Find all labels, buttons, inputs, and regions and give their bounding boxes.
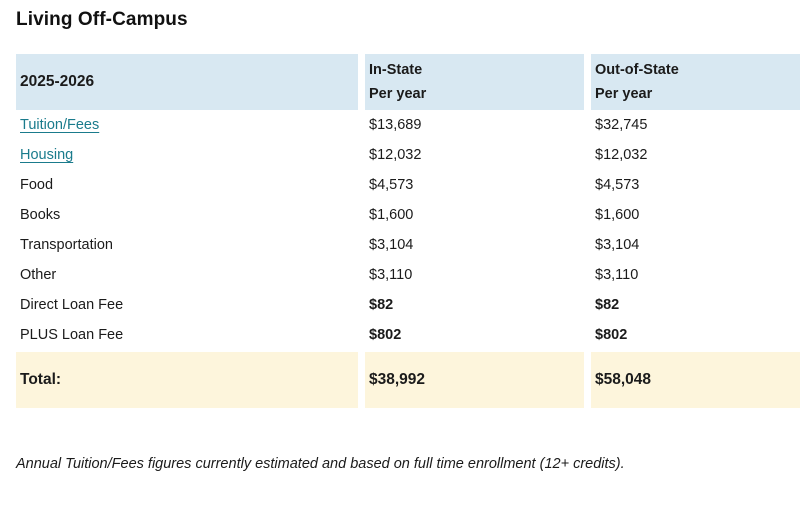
in-state-value: $4,573 [365,170,584,200]
out-of-state-value: $82 [591,290,800,320]
header-year-cell: 2025-2026 [16,54,358,110]
out-of-state-value: $802 [591,320,800,350]
out-of-state-value: $12,032 [591,140,800,170]
row-label: PLUS Loan Fee [16,320,358,350]
total-out-of-state-value: $58,048 [591,352,800,408]
row-label: Books [16,200,358,230]
out-of-state-value: $1,600 [591,200,800,230]
table-row: Food $4,573 $4,573 [16,170,800,200]
out-of-state-value: $32,745 [591,110,800,140]
table-row: Direct Loan Fee $82 $82 [16,290,800,320]
in-state-value: $12,032 [365,140,584,170]
total-label: Total: [16,352,358,408]
header-in-state-label: In-State [369,62,423,78]
out-of-state-value: $3,110 [591,260,800,290]
cost-table: 2025-2026 In-State Per year Out-of-State… [16,54,800,408]
housing-link[interactable]: Housing [20,147,74,163]
header-out-of-state-sublabel: Per year [595,86,653,102]
in-state-value: $82 [365,290,584,320]
header-in-state-sublabel: Per year [369,86,427,102]
row-label-cell: Housing [16,140,358,170]
row-label: Food [16,170,358,200]
row-label: Direct Loan Fee [16,290,358,320]
header-year-label: 2025-2026 [20,73,95,90]
table-row: Tuition/Fees $13,689 $32,745 [16,110,800,140]
header-in-state-cell: In-State Per year [365,54,584,110]
table-total-row: Total: $38,992 $58,048 [16,352,800,408]
table-row: PLUS Loan Fee $802 $802 [16,320,800,350]
total-in-state-value: $38,992 [365,352,584,408]
in-state-value: $3,110 [365,260,584,290]
table-row: Transportation $3,104 $3,104 [16,230,800,260]
header-out-of-state-cell: Out-of-State Per year [591,54,800,110]
footnote: Annual Tuition/Fees figures currently es… [16,456,625,472]
row-label: Transportation [16,230,358,260]
row-label-cell: Tuition/Fees [16,110,358,140]
in-state-value: $13,689 [365,110,584,140]
page-title: Living Off-Campus [16,9,188,30]
in-state-value: $3,104 [365,230,584,260]
table-row: Housing $12,032 $12,032 [16,140,800,170]
table-row: Other $3,110 $3,110 [16,260,800,290]
page: Living Off-Campus 2025-2026 In-State Per… [16,9,800,472]
tuition-fees-link[interactable]: Tuition/Fees [20,117,100,133]
out-of-state-value: $3,104 [591,230,800,260]
in-state-value: $1,600 [365,200,584,230]
header-out-of-state-label: Out-of-State [595,62,679,78]
table-row: Books $1,600 $1,600 [16,200,800,230]
out-of-state-value: $4,573 [591,170,800,200]
in-state-value: $802 [365,320,584,350]
table-header-row: 2025-2026 In-State Per year Out-of-State… [16,54,800,110]
row-label: Other [16,260,358,290]
